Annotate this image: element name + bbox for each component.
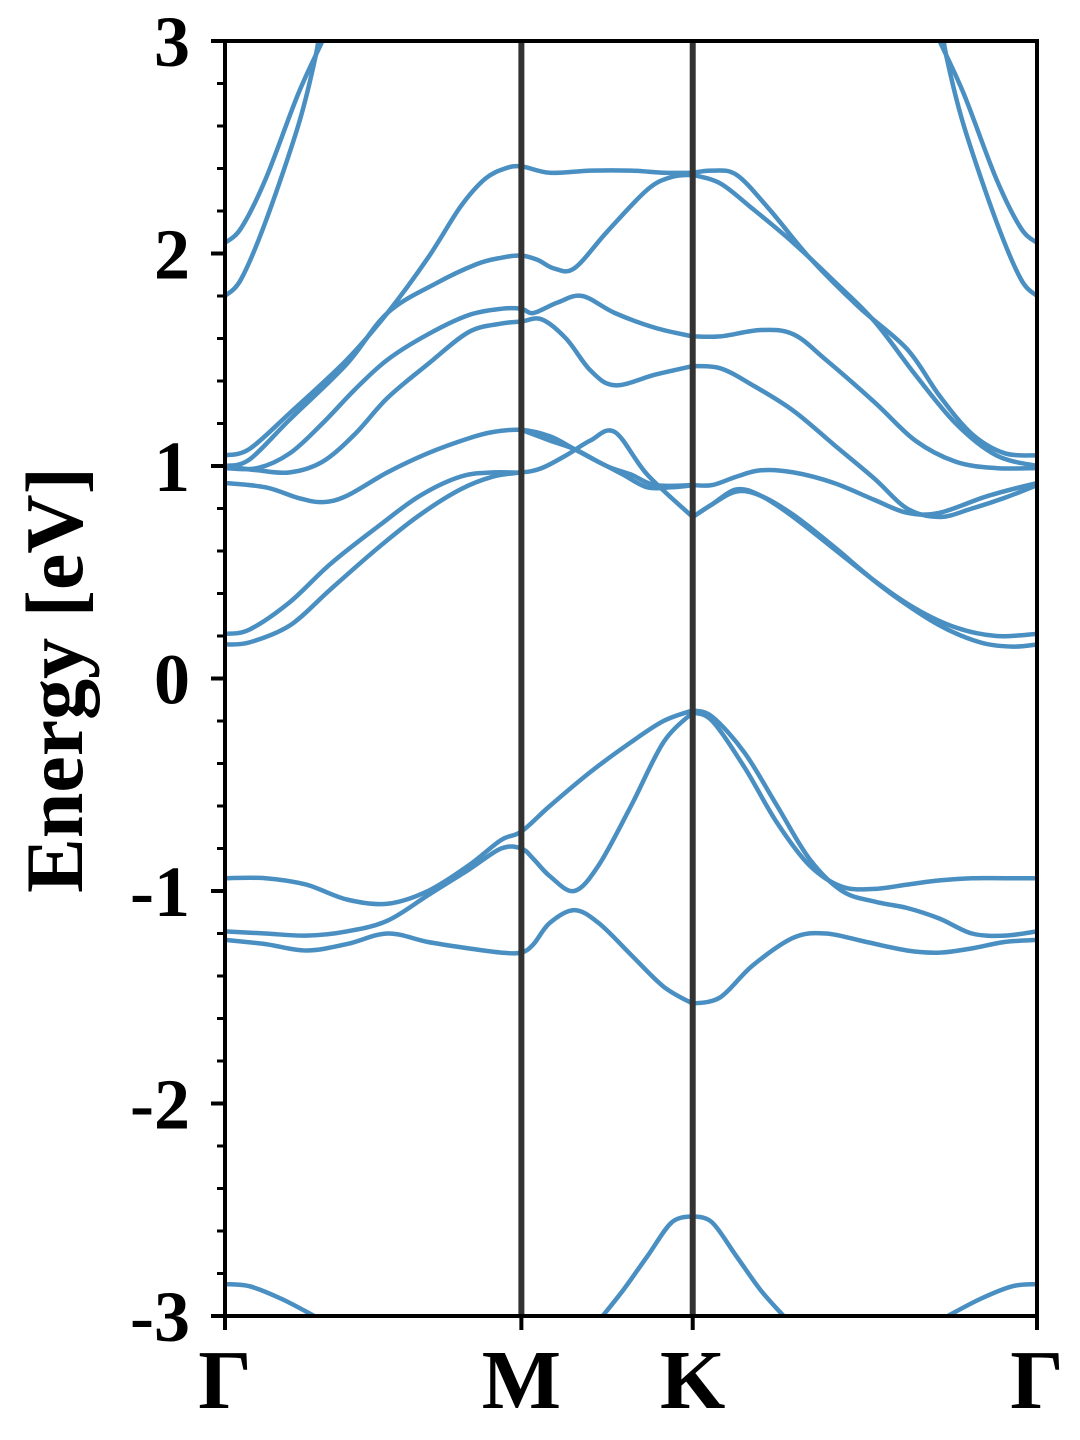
band-line (690, 172, 1037, 469)
band-line (690, 930, 1037, 1006)
band-line (690, 488, 1037, 639)
band-line (937, 41, 1037, 246)
band-line (225, 710, 695, 938)
y-tick-label: 0 (154, 640, 190, 720)
band-line (519, 427, 695, 491)
k-point-lines (223, 41, 1039, 1330)
band-line (690, 710, 1037, 892)
band-line (225, 428, 695, 637)
x-tick-label: K (660, 1334, 725, 1427)
band-line (225, 41, 325, 246)
band-line (690, 1213, 786, 1316)
band-line (225, 163, 695, 458)
band-line (225, 708, 695, 907)
band-line (225, 172, 695, 469)
y-axis-label: Energy [eV] (9, 467, 100, 893)
x-tick-label: Γ (198, 1334, 251, 1427)
band-line (225, 316, 695, 476)
x-tick-label: Γ (1010, 1334, 1063, 1427)
band-line (225, 907, 695, 1006)
band-lines (225, 41, 1037, 1316)
band-line (690, 467, 1037, 517)
y-tick-label: -3 (130, 1277, 190, 1357)
y-tick-label: -1 (130, 852, 190, 932)
band-line (225, 470, 524, 647)
band-line (690, 708, 1037, 939)
band-line (225, 293, 695, 472)
plot-frame (223, 39, 1039, 1318)
band-line (690, 327, 1037, 471)
band-line (600, 1213, 695, 1316)
band-line (225, 41, 321, 299)
band-line (225, 1281, 317, 1316)
y-tick-label: 1 (154, 427, 190, 507)
y-minor-ticks (211, 39, 225, 1318)
y-tick-label: -2 (130, 1065, 190, 1145)
y-tick-labels: 3 2 1 0 -1 -2 -3 (130, 2, 190, 1357)
y-tick-label: 2 (154, 215, 190, 295)
x-tick-label: M (482, 1334, 561, 1427)
y-tick-label: 3 (154, 2, 190, 82)
band-line (941, 41, 1037, 299)
band-line (690, 363, 1037, 520)
band-line (690, 486, 1037, 649)
band-line (945, 1281, 1037, 1316)
